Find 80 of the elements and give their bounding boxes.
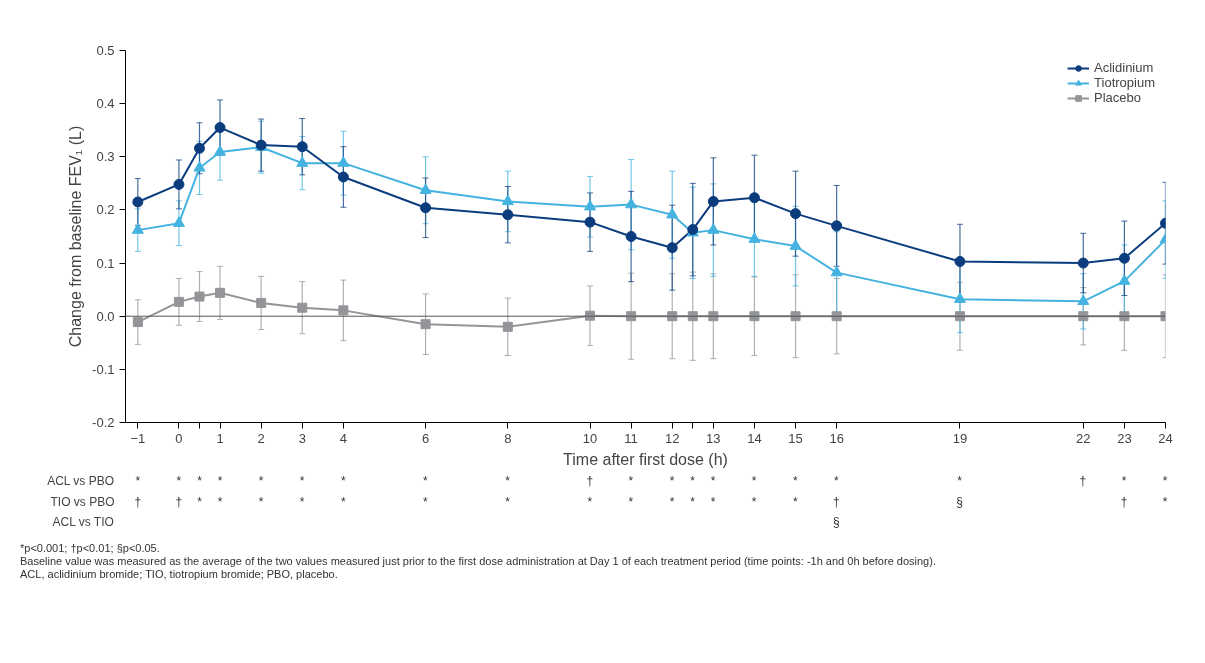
text: § [956, 494, 963, 509]
y-tick-label: 0.2 [96, 202, 115, 218]
x-tick-label: 3 [298, 430, 306, 446]
x-tick-label: 10 [582, 430, 598, 446]
text: * [505, 473, 510, 488]
text: * [340, 494, 346, 509]
text: * [299, 494, 305, 509]
text: § [833, 515, 840, 530]
text: * [690, 494, 695, 509]
x-tick-label: 2 [257, 430, 265, 446]
x-tick-label: 24 [1158, 430, 1173, 446]
text: † [134, 494, 142, 509]
x-tick-label: 16 [829, 430, 844, 446]
text: * [669, 473, 675, 488]
text: * [690, 473, 695, 488]
text: * [792, 473, 798, 488]
y-tick-label: 0.0 [96, 308, 115, 324]
x-axis-title: Time after first dose (h) [563, 450, 728, 468]
text: * [587, 494, 593, 509]
text: * [710, 494, 716, 509]
text: * [751, 473, 757, 488]
text: * [258, 494, 264, 509]
text: † [1120, 494, 1128, 509]
y-tick-label: 0.3 [96, 149, 115, 165]
x-tick-label: −1 [130, 430, 146, 446]
category-label: TIO vs PBO [50, 494, 115, 509]
text: * [217, 473, 223, 488]
x-tick-label: 0 [175, 430, 183, 446]
text: * [834, 473, 839, 488]
text: † [586, 473, 594, 488]
x-tick-label: 12 [664, 430, 680, 446]
text: † [1079, 473, 1087, 488]
y-axis-title: Change from baseline FEV₁ (L) [67, 125, 85, 348]
x-tick-label: 19 [952, 430, 968, 446]
legend-label: Placebo [1094, 90, 1142, 105]
text: *p<0.001; †p<0.01; §p<0.05. [20, 542, 160, 554]
y-tick-label: -0.2 [92, 415, 115, 430]
x-tick-label: 8 [504, 430, 512, 446]
category-label: ACL vs TIO [52, 515, 114, 530]
text: * [957, 473, 962, 488]
text: * [423, 473, 428, 488]
text: * [1162, 473, 1168, 488]
text: Baseline value was measured as the average of the two values measured just prior to the first dose administration at Day 1 of each treatment period (time points: -1h and 0h before dosing). [20, 555, 936, 567]
text: * [135, 473, 141, 488]
text: * [197, 473, 202, 488]
x-tick-label: 1 [216, 430, 224, 446]
category-label: ACL vs PBO [47, 473, 115, 488]
legend-label: Aclidinium [1094, 60, 1154, 75]
text: * [628, 494, 634, 509]
text: * [710, 473, 716, 488]
text: * [751, 494, 757, 509]
text: † [175, 494, 183, 509]
x-tick-label: 22 [1076, 430, 1091, 446]
y-tick-label: -0.1 [92, 361, 115, 377]
text: * [176, 473, 182, 488]
text: * [258, 473, 264, 488]
text: * [217, 494, 223, 509]
text: † [833, 494, 840, 509]
y-tick-label: 0.1 [96, 255, 115, 271]
x-tick-label: 4 [339, 430, 347, 446]
text: * [628, 473, 634, 488]
text: * [1162, 494, 1168, 509]
text: * [197, 494, 202, 509]
x-tick-label: 11 [624, 430, 638, 446]
x-tick-label: 15 [788, 430, 803, 446]
legend-label: Tiotropium [1094, 75, 1155, 90]
text: * [1121, 473, 1127, 488]
text: ACL, aclidinium bromide; TIO, tiotropium bromide; PBO, placebo. [20, 568, 338, 580]
y-tick-label: 0.4 [96, 96, 115, 112]
text: * [669, 494, 675, 509]
x-tick-label: 14 [747, 430, 762, 446]
text: * [792, 494, 798, 509]
text: * [340, 473, 346, 488]
x-tick-label: 13 [706, 430, 721, 446]
x-tick-label: 23 [1117, 430, 1132, 446]
text: * [505, 494, 510, 509]
y-tick-label: 0.5 [96, 43, 115, 58]
x-tick-label: 6 [421, 430, 430, 446]
text: * [299, 473, 305, 488]
text: * [423, 494, 428, 509]
